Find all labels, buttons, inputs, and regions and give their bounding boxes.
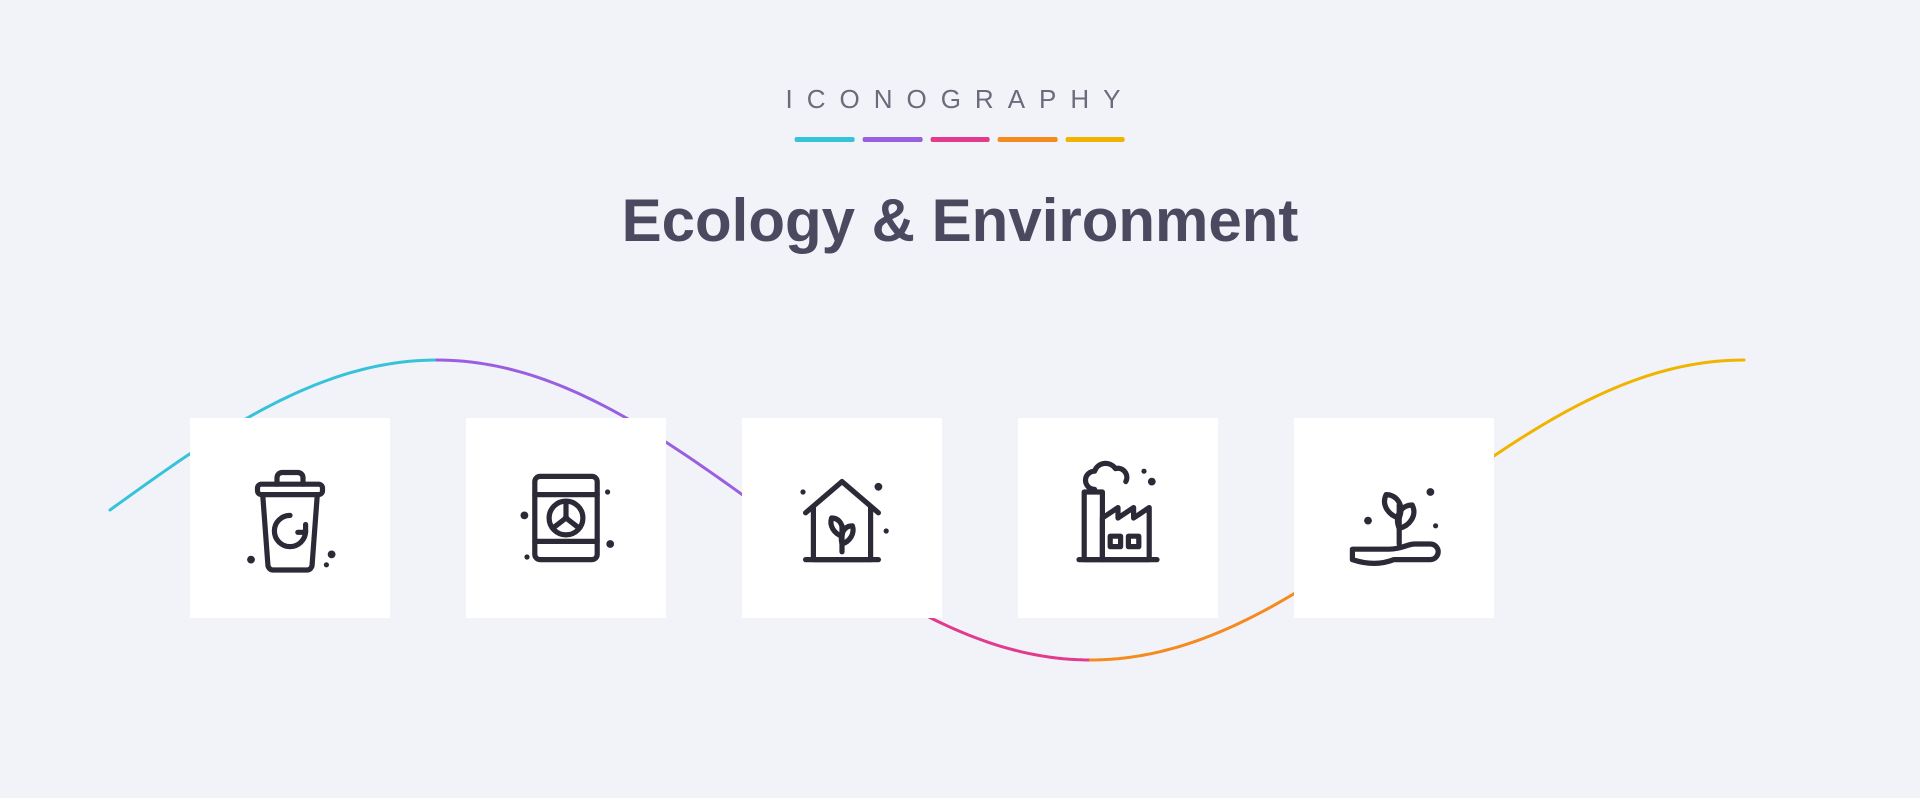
brand-header: ICONOGRAPHY Ecology & Environment [622,84,1299,255]
icon-tile [1018,418,1218,618]
plant-in-hand-icon [1329,453,1459,583]
icon-tile [190,418,390,618]
brand-title: Ecology & Environment [622,186,1299,255]
icon-tile [466,418,666,618]
brand-kicker: ICONOGRAPHY [622,84,1299,115]
toxic-barrel-icon [501,453,631,583]
recycle-bin-icon [225,453,355,583]
brand-underline [795,137,1125,142]
factory-icon [1053,453,1183,583]
greenhouse-icon [777,453,907,583]
canvas: ICONOGRAPHY Ecology & Environment [0,0,1920,798]
icon-tile [1294,418,1494,618]
icon-tile [742,418,942,618]
